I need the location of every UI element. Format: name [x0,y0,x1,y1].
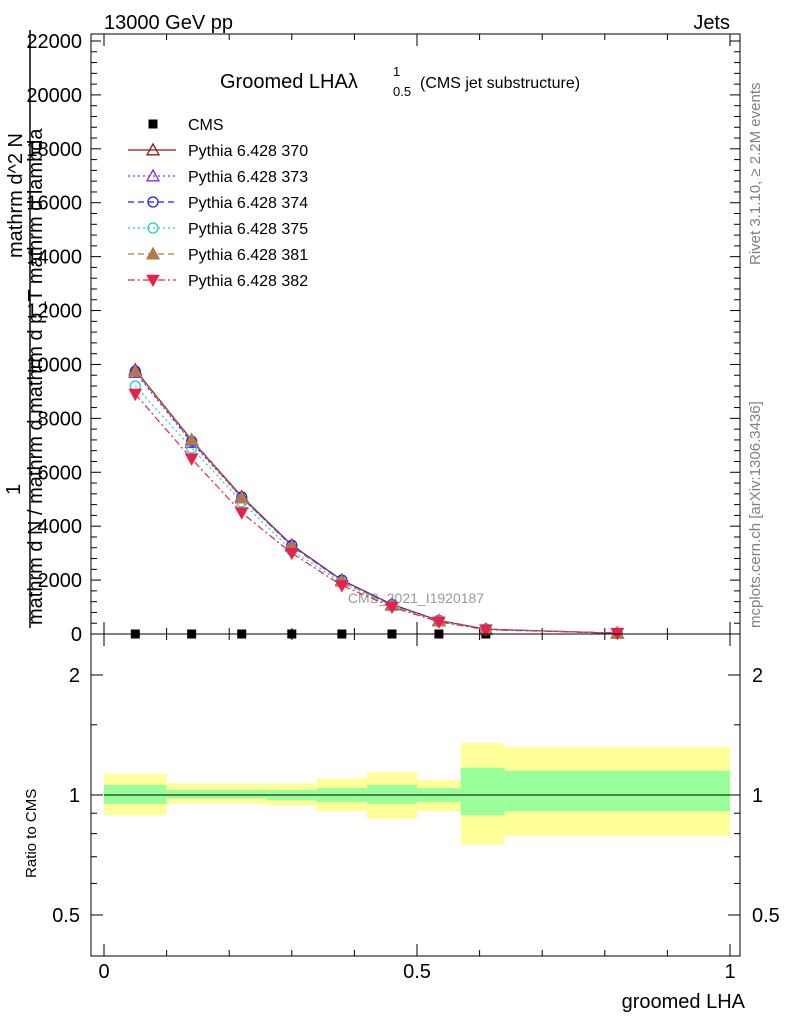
main-plot-panel: 0 2000 4000 6000 8000 10000 12000 14000 16000 180… [26,31,741,646]
ratio-band-inner [104,784,167,804]
series-382 [128,388,625,641]
ratio-y-tick-label-right: 1 [752,785,763,807]
data-point [432,616,446,629]
x-axis-label: groomed LHA [622,991,746,1013]
title-suffix: (CMS jet substructure) [420,75,580,92]
main-y-tick-label: 0 [71,624,82,646]
ratio-y-tick-label: 1 [69,785,80,807]
data-point [234,490,249,504]
legend: CMS Pythia 6.428 370 Pythia 6.428 373 Pythi… [128,117,308,290]
legend-label: Pythia 6.428 370 [188,143,308,160]
main-y-tick-label: 16000 [26,193,82,215]
ratio-plot-panel: 0.5 0.51 12 2 0 0.5 1 [52,633,780,983]
title-sup: 1 [393,64,400,79]
series-line [134,393,618,634]
main-y-tick-label: 18000 [26,139,82,161]
legend-label: Pythia 6.428 373 [188,169,308,186]
rivet-label: Rivet 3.1.10, ≥ 2.2M events [747,83,764,266]
main-y-tick-label: 22000 [26,31,82,53]
main-y-tick-label: 8000 [38,408,83,430]
legend-label: Pythia 6.428 374 [188,195,308,212]
series-line [134,370,618,634]
ratio-y-tick-label-right: 0.5 [752,905,780,927]
main-y-tick-label: 14000 [26,247,82,269]
data-point [145,142,161,156]
y-label-numerator-frac: mathrm d^2 N [5,133,27,258]
ratio-band-inner [166,789,267,799]
data-point [146,274,160,288]
data-point [148,119,158,129]
data-point [335,580,349,593]
ratio-band-inner [366,784,417,804]
y-label-denominator: mathrm d N / mathrm d mathrm d p_T mathr… [25,128,47,625]
series-layer [128,362,625,641]
data-point [284,547,299,561]
main-y-tick-label: 20000 [26,85,82,107]
main-y-tick-label: 2000 [38,570,83,592]
ratio-band-inner [504,770,730,812]
data-point [385,601,399,615]
data-point [184,453,199,466]
ratio-bands [104,743,730,845]
watermark: CMS_2021_I1920187 [348,590,484,606]
main-y-tick-label: 4000 [38,516,83,538]
data-point [145,168,161,182]
ratio-x-tick-label: 1 [724,961,735,983]
ratio-x-tick-label: 0 [98,961,109,983]
legend-label: Pythia 6.428 382 [188,273,308,290]
header-right: Jets [693,12,730,34]
ratio-x-ticks: 0 0.5 1 [98,634,736,983]
title-sub: 0.5 [393,84,411,99]
mcplots-label: mcplots.cern.ch [arXiv:1306.3436] [747,401,764,628]
main-y-tick-label: 6000 [38,462,83,484]
ratio-x-tick-label: 0.5 [403,961,431,983]
legend-label: Pythia 6.428 381 [188,247,308,264]
y-axis-label-ratio: Ratio to CMS [23,789,40,878]
header-left: 13000 GeV pp [104,12,233,34]
legend-label: CMS [188,117,224,134]
chart-title: Groomed LHAλ 1 0.5 (CMS jet substructure… [220,64,580,99]
ratio-y-tick-label: 2 [69,665,80,687]
y-label-numerator-one: 1 [3,484,25,495]
title-main: Groomed LHAλ [220,71,358,93]
data-point [128,388,143,402]
ratio-y-tick-label: 0.5 [52,905,80,927]
y-axis-label-top: 1 mathrm d^2 N mathrm d N / mathrm d mat… [3,30,47,628]
main-y-ticks: 0 2000 4000 6000 8000 10000 12000 14000 16000 180… [26,31,740,646]
data-point [128,363,143,377]
data-point [234,507,249,520]
ratio-band-inner [460,767,505,816]
main-y-tick-label: 12000 [26,301,82,323]
data-point [184,432,199,446]
legend-label: Pythia 6.428 375 [188,221,308,238]
data-point [147,222,159,234]
data-point [145,246,161,260]
data-point [479,624,493,637]
main-y-tick-label: 10000 [26,354,82,376]
data-point [147,196,159,208]
ratio-y-tick-label-right: 2 [752,665,763,687]
ratio-y-ticks: 0.5 0.5 1 1 2 2 [52,665,780,927]
